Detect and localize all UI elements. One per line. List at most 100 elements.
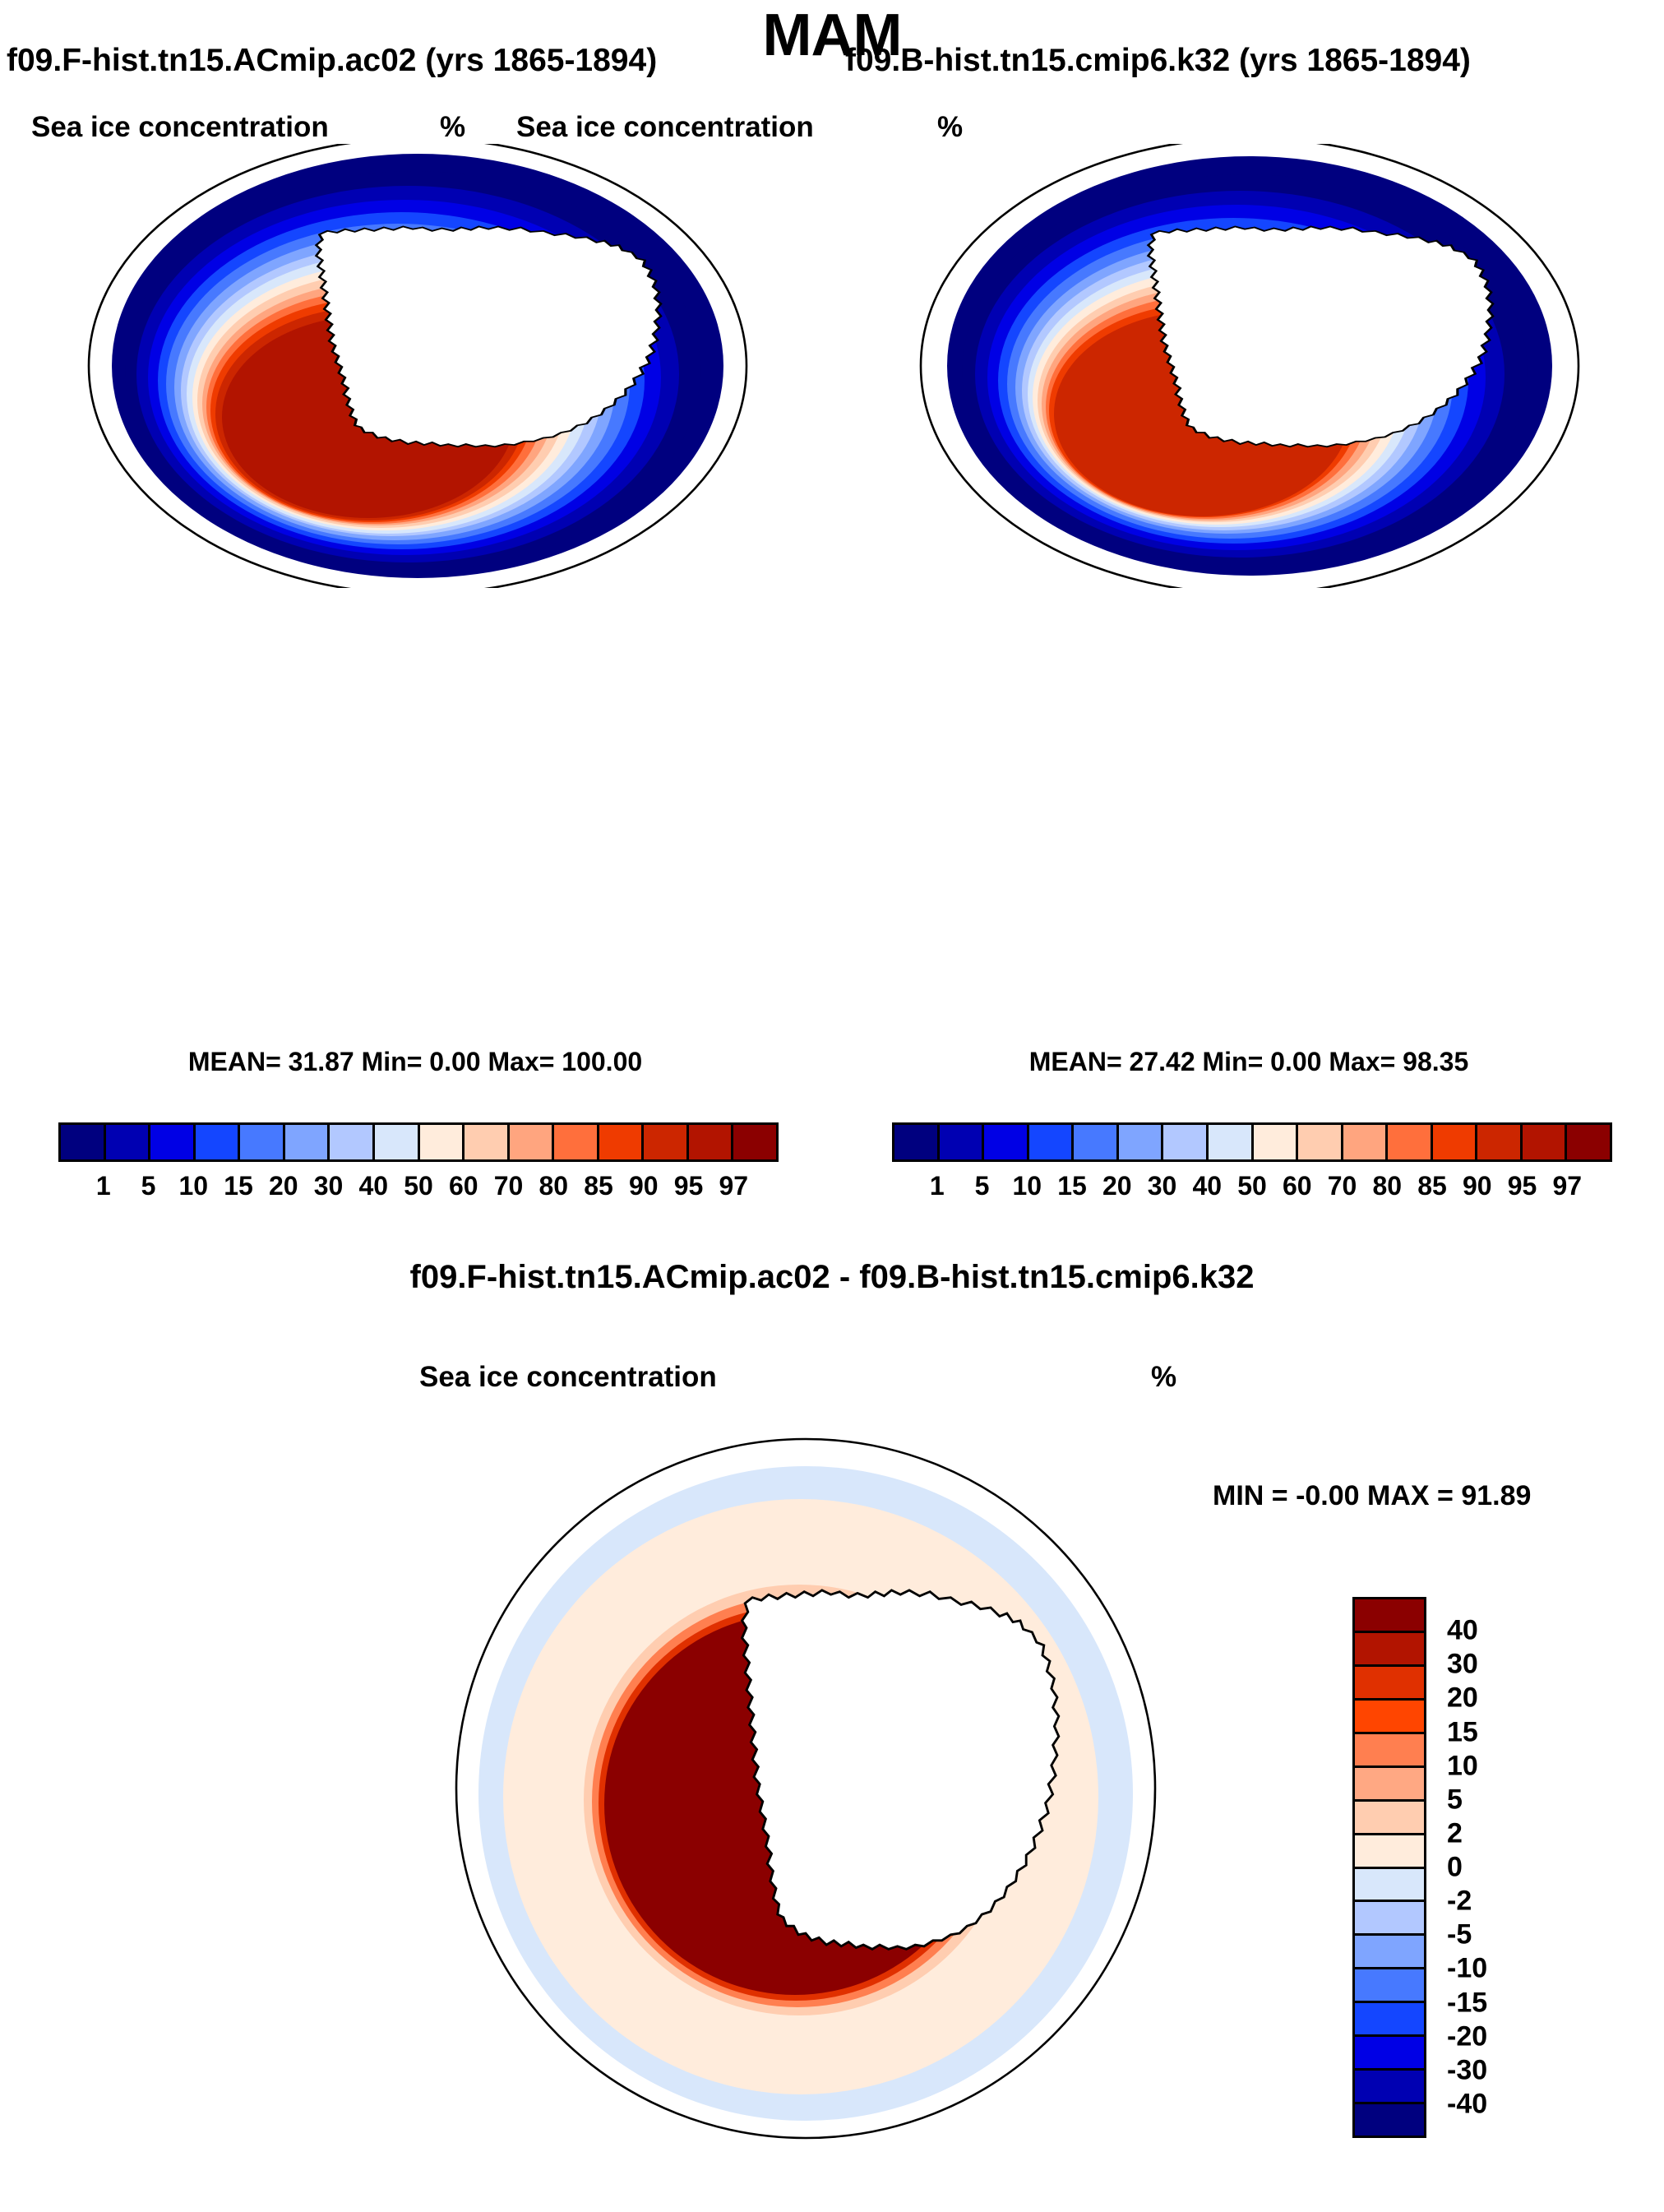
left-map-boundary-circle <box>87 144 748 588</box>
colorbar-tick-label: 2 <box>1447 1817 1463 1849</box>
colorbar-tick-label: 60 <box>1282 1171 1312 1201</box>
colorbar-cell <box>1477 1125 1523 1159</box>
colorbar-cell <box>1388 1125 1433 1159</box>
colorbar-cell <box>1567 1125 1610 1159</box>
right-colorbar[interactable] <box>892 1122 1612 1162</box>
colorbar-cell <box>105 1125 151 1159</box>
colorbar-tick-label: 40 <box>1192 1171 1223 1201</box>
left-colorbar[interactable] <box>58 1122 779 1162</box>
colorbar-tick-label: 80 <box>1372 1171 1403 1201</box>
colorbar-tick-label: 40 <box>358 1171 389 1201</box>
right-map-panel <box>847 144 1652 588</box>
colorbar-cell <box>1355 1632 1424 1667</box>
colorbar-tick-label: 85 <box>1417 1171 1447 1201</box>
colorbar-cell <box>1355 2037 1424 2071</box>
colorbar-tick-label: 20 <box>1102 1171 1132 1201</box>
colorbar-tick-label: 97 <box>719 1171 749 1201</box>
colorbar-cell <box>1355 1801 1424 1835</box>
difference-title: f09.F-hist.tn15.ACmip.ac02 - f09.B-hist.… <box>409 1259 1255 1295</box>
colorbar-cell <box>1355 1902 1424 1937</box>
colorbar-cell <box>1355 1733 1424 1768</box>
colorbar-tick-label: 10 <box>1012 1171 1042 1201</box>
colorbar-tick-label: -5 <box>1447 1918 1472 1951</box>
main-title: MAM <box>762 2 903 68</box>
colorbar-tick-label: 50 <box>1237 1171 1267 1201</box>
colorbar-cell <box>419 1125 465 1159</box>
colorbar-tick-label: 90 <box>628 1171 659 1201</box>
colorbar-cell <box>554 1125 599 1159</box>
colorbar-cell <box>733 1125 776 1159</box>
colorbar-cell <box>1074 1125 1119 1159</box>
left-map-svg <box>87 144 748 588</box>
colorbar-cell <box>465 1125 510 1159</box>
colorbar-cell <box>509 1125 555 1159</box>
colorbar-cell <box>1253 1125 1299 1159</box>
colorbar-cell <box>599 1125 645 1159</box>
difference-map-boundary-circle <box>455 1437 1157 2140</box>
colorbar-tick-label: 97 <box>1552 1171 1583 1201</box>
case-title-left: f09.F-hist.tn15.ACmip.ac02 (yrs 1865-189… <box>7 43 658 78</box>
difference-variable-label: Sea ice concentration <box>419 1361 717 1393</box>
left-panel-stats: MEAN= 31.87 Min= 0.00 Max= 100.00 <box>187 1047 643 1076</box>
colorbar-tick-label: -15 <box>1447 1987 1488 2018</box>
colorbar-tick-label: 20 <box>1447 1682 1478 1714</box>
colorbar-tick-label: -20 <box>1447 2020 1488 2052</box>
colorbar-cell <box>1343 1125 1389 1159</box>
colorbar-cell <box>150 1125 196 1159</box>
colorbar-cell <box>240 1125 285 1159</box>
difference-minmax: MIN = -0.00 MAX = 91.89 <box>1213 1480 1532 1511</box>
colorbar-tick-label: 80 <box>538 1171 569 1201</box>
colorbar-cell <box>1355 1767 1424 1802</box>
colorbar-tick-label: 15 <box>1447 1716 1478 1747</box>
colorbar-tick-label: 50 <box>404 1171 433 1201</box>
right-panel-units-label: % <box>937 111 964 143</box>
colorbar-cell <box>939 1125 985 1159</box>
colorbar-tick-label: 60 <box>448 1171 478 1201</box>
right-panel-stats: MEAN= 27.42 Min= 0.00 Max= 98.35 <box>1028 1047 1469 1076</box>
colorbar-tick-label: -30 <box>1447 2054 1488 2086</box>
colorbar-cell <box>1298 1125 1343 1159</box>
difference-colorbar[interactable] <box>1352 1597 1426 2138</box>
colorbar-cell <box>1355 2104 1424 2136</box>
colorbar-cell <box>61 1125 106 1159</box>
colorbar-tick-label: -40 <box>1447 2088 1488 2120</box>
colorbar-tick-label: 30 <box>313 1171 344 1201</box>
colorbar-tick-label: 30 <box>1447 1648 1478 1680</box>
colorbar-tick-label: 5 <box>1447 1784 1463 1816</box>
colorbar-cell <box>688 1125 734 1159</box>
colorbar-cell <box>374 1125 420 1159</box>
colorbar-cell <box>330 1125 375 1159</box>
colorbar-tick-label: 70 <box>493 1171 524 1201</box>
right-panel-variable-label: Sea ice concentration <box>516 111 814 143</box>
colorbar-cell <box>1028 1125 1075 1159</box>
colorbar-tick-label: 5 <box>974 1171 990 1201</box>
left-panel-variable-label: Sea ice concentration <box>31 111 329 143</box>
colorbar-tick-label: 0 <box>1447 1851 1463 1883</box>
right-map-boundary-circle <box>919 144 1580 588</box>
colorbar-cell <box>1355 1969 1424 2004</box>
colorbar-tick-label: 90 <box>1462 1171 1492 1201</box>
left-map-panel <box>15 144 820 588</box>
colorbar-tick-label: 15 <box>1057 1171 1087 1201</box>
colorbar-tick-label: 5 <box>141 1171 156 1201</box>
colorbar-tick-label: 95 <box>673 1171 704 1201</box>
colorbar-tick-label: -10 <box>1447 1952 1488 1984</box>
colorbar-tick-label: 1 <box>929 1171 945 1201</box>
colorbar-cell <box>1208 1125 1254 1159</box>
colorbar-cell <box>1163 1125 1209 1159</box>
colorbar-cell <box>1522 1125 1568 1159</box>
colorbar-tick-label: 95 <box>1507 1171 1537 1201</box>
colorbar-tick-label: 30 <box>1147 1171 1177 1201</box>
colorbar-tick-label: 1 <box>95 1171 111 1201</box>
colorbar-cell <box>1355 2071 1424 2105</box>
colorbar-tick-label: 20 <box>268 1171 298 1201</box>
left-colorbar-labels: 1 5 10 15 20 30 40 50 60 70 80 85 90 95 97 <box>58 1171 779 1204</box>
left-panel-units-label: % <box>440 111 466 143</box>
colorbar-cell <box>644 1125 689 1159</box>
right-map-svg <box>919 144 1580 588</box>
colorbar-tick-label: 10 <box>1447 1750 1478 1782</box>
colorbar-cell <box>1355 1599 1424 1633</box>
colorbar-cell <box>195 1125 241 1159</box>
difference-map-panel <box>436 1427 1176 2150</box>
colorbar-tick-label: 10 <box>178 1171 209 1201</box>
